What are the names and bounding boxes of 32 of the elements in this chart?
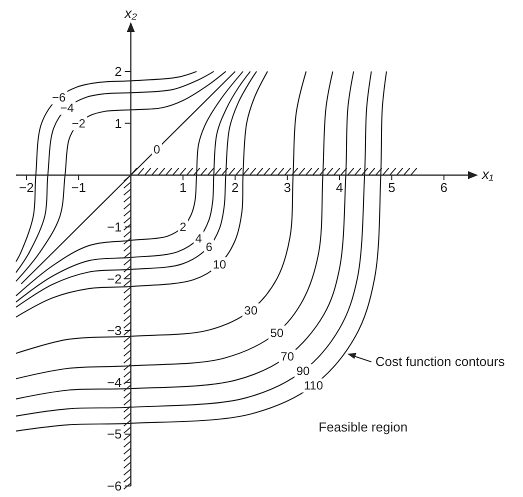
x-tick-label: 3: [284, 180, 291, 196]
x-tick-label: 6: [440, 180, 448, 196]
y-tick-label: −2: [106, 271, 122, 286]
series-label: 10: [212, 257, 227, 272]
y-tick-label: −1: [106, 219, 122, 234]
series-label: 90: [296, 364, 310, 378]
series-label: 2: [180, 220, 187, 234]
series-label: 30: [244, 304, 258, 318]
series-label: −4: [60, 100, 74, 115]
y-tick-label: 1: [114, 116, 122, 131]
x-tick-label: −2: [19, 180, 34, 196]
series-label: −6: [52, 90, 66, 105]
x-axis-title: x₁: [481, 166, 494, 182]
annotation: Cost function contours: [375, 354, 506, 369]
x-tick-label: 5: [388, 180, 396, 196]
y-tick-label: −3: [106, 323, 122, 338]
series-label: 6: [206, 240, 213, 254]
y-tick-label: 2: [114, 64, 122, 80]
series-label: 50: [270, 326, 284, 340]
y-axis-title: x₂: [124, 5, 138, 21]
x-tick-label: −1: [71, 180, 86, 196]
series-label: 4: [195, 232, 202, 246]
annotation: Feasible region: [318, 420, 408, 435]
x-tick-label: 4: [336, 180, 344, 196]
series-label: 0: [154, 142, 161, 156]
y-tick-label: −4: [106, 374, 122, 390]
x-tick-label: 1: [179, 180, 187, 196]
x-tick-label: 2: [232, 180, 239, 196]
y-tick-label: −5: [106, 426, 122, 442]
y-tick-label: −6: [106, 478, 122, 494]
series-label: −2: [72, 116, 86, 130]
series-label: 70: [280, 350, 294, 364]
